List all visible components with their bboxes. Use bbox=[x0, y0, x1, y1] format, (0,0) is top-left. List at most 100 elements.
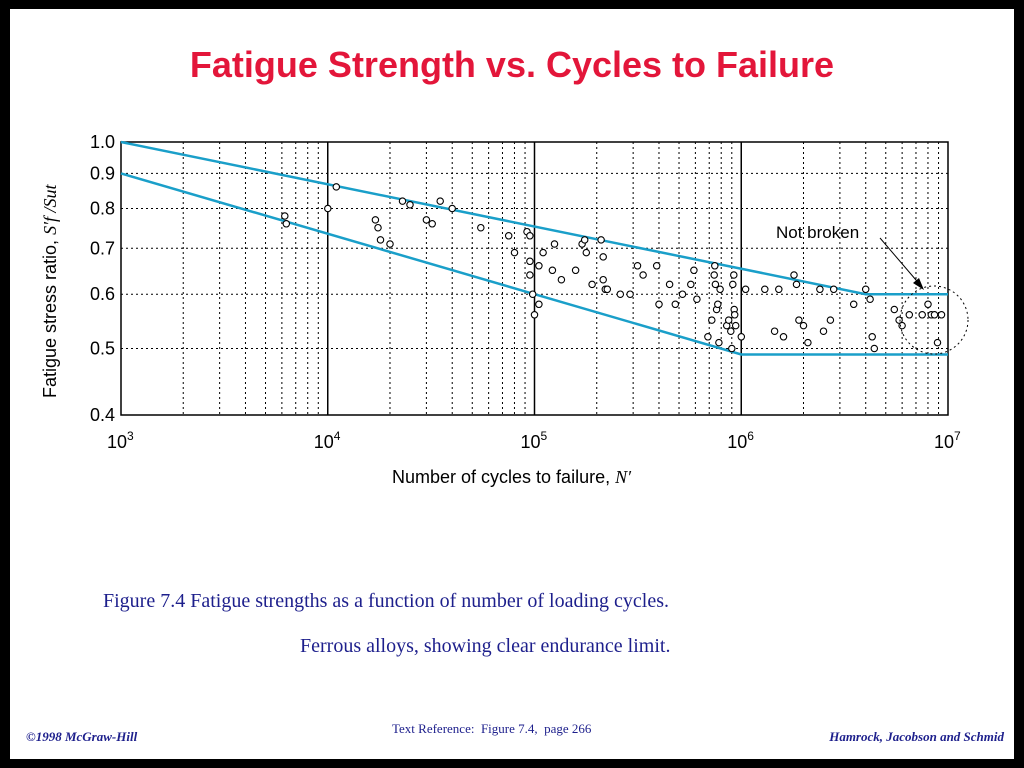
data-point bbox=[918, 311, 926, 319]
data-point bbox=[597, 236, 605, 244]
data-point bbox=[582, 248, 591, 257]
data-point bbox=[655, 300, 663, 309]
data-point bbox=[690, 266, 698, 275]
data-point bbox=[386, 240, 394, 248]
y-tick-label: 1.0 bbox=[90, 132, 115, 152]
data-point bbox=[716, 285, 724, 294]
y-tick-label: 0.6 bbox=[90, 284, 115, 304]
data-point bbox=[616, 290, 625, 298]
data-point bbox=[708, 316, 716, 324]
x-tick-base: 10 bbox=[314, 432, 334, 452]
data-point bbox=[571, 266, 580, 275]
data-point bbox=[727, 327, 735, 335]
x-axis-label: Number of cycles to failure, N′ bbox=[392, 467, 632, 487]
x-tick-base: 10 bbox=[934, 432, 954, 452]
data-point bbox=[761, 285, 769, 294]
data-point bbox=[678, 290, 687, 298]
x-tick-label: 106 bbox=[727, 429, 754, 452]
data-point bbox=[829, 285, 838, 294]
data-point bbox=[770, 327, 779, 335]
data-point bbox=[795, 316, 803, 324]
slide-title: Fatigue Strength vs. Cycles to Failure bbox=[189, 44, 835, 85]
data-point bbox=[626, 290, 634, 298]
upper-bound-line bbox=[120, 140, 948, 296]
data-point bbox=[870, 344, 879, 353]
data-point bbox=[933, 338, 942, 347]
data-point bbox=[557, 275, 566, 284]
data-point bbox=[895, 316, 903, 324]
data-point bbox=[580, 236, 589, 244]
data-point bbox=[510, 248, 519, 257]
footer-authors: Hamrock, Jacobson and Schmid bbox=[829, 729, 1004, 744]
data-point bbox=[710, 271, 718, 279]
y-axis-label-text: Fatigue stress ratio, bbox=[40, 235, 60, 398]
data-point bbox=[715, 338, 723, 347]
not-broken-label: Not broken bbox=[776, 223, 859, 242]
data-point bbox=[671, 300, 680, 309]
x-axis-label-text: Number of cycles to failure, bbox=[392, 467, 615, 487]
data-point bbox=[729, 280, 737, 289]
data-point bbox=[281, 212, 289, 220]
data-point bbox=[905, 311, 914, 319]
x-tick-label: 107 bbox=[934, 429, 961, 452]
data-point bbox=[504, 232, 513, 240]
data-point bbox=[819, 327, 828, 335]
data-point bbox=[422, 216, 431, 224]
data-point bbox=[804, 338, 812, 347]
data-point bbox=[332, 183, 341, 191]
data-point bbox=[731, 321, 740, 330]
chart-major-lines bbox=[327, 142, 742, 415]
x-tick-base: 10 bbox=[727, 432, 747, 452]
data-point bbox=[849, 300, 858, 309]
chart-points bbox=[281, 183, 946, 353]
data-point bbox=[448, 204, 456, 213]
data-point bbox=[282, 220, 291, 228]
data-point bbox=[693, 295, 701, 303]
data-point bbox=[477, 223, 485, 232]
x-tick-exponent: 5 bbox=[541, 429, 548, 443]
data-point bbox=[530, 311, 539, 319]
data-point bbox=[792, 280, 801, 289]
x-tick-exponent: 3 bbox=[127, 429, 134, 443]
data-point bbox=[816, 285, 824, 294]
y-tick-label: 0.4 bbox=[90, 405, 115, 425]
y-axis-label-symbol: S′f /Sut bbox=[40, 183, 60, 234]
data-point bbox=[779, 333, 788, 341]
data-point bbox=[535, 300, 543, 309]
data-point bbox=[599, 275, 607, 284]
not-broken-leader bbox=[879, 237, 923, 288]
data-point bbox=[868, 333, 876, 341]
data-point bbox=[937, 311, 946, 319]
data-point bbox=[930, 311, 939, 319]
data-point bbox=[741, 285, 750, 294]
data-point bbox=[535, 262, 543, 270]
x-tick-exponent: 4 bbox=[334, 429, 341, 443]
x-tick-label: 104 bbox=[314, 429, 341, 452]
slide bbox=[10, 9, 1014, 759]
not-broken-circle bbox=[899, 285, 969, 355]
figure-caption: Figure 7.4 Fatigue strengths as a functi… bbox=[103, 590, 669, 612]
chart-grid bbox=[121, 142, 948, 415]
data-point bbox=[633, 262, 642, 270]
data-point bbox=[599, 253, 607, 261]
plot-frame bbox=[120, 141, 949, 416]
figure-caption-subtitle: Ferrous alloys, showing clear endurance … bbox=[300, 635, 671, 657]
x-tick-label: 105 bbox=[521, 429, 548, 452]
data-point bbox=[898, 321, 906, 330]
footer-copyright: ©1998 McGraw-Hill bbox=[26, 729, 138, 744]
data-point bbox=[398, 197, 407, 205]
data-point bbox=[526, 232, 534, 240]
data-point bbox=[704, 333, 712, 341]
data-point bbox=[730, 271, 738, 279]
x-tick-exponent: 7 bbox=[954, 429, 961, 443]
data-point bbox=[665, 280, 674, 289]
data-point bbox=[866, 295, 874, 303]
data-point bbox=[588, 280, 596, 289]
data-point bbox=[528, 290, 537, 298]
data-point bbox=[376, 236, 385, 244]
y-tick-label: 0.7 bbox=[90, 238, 115, 258]
data-point bbox=[826, 316, 835, 324]
data-point bbox=[724, 316, 733, 324]
data-point bbox=[711, 280, 720, 289]
data-point bbox=[687, 280, 695, 289]
